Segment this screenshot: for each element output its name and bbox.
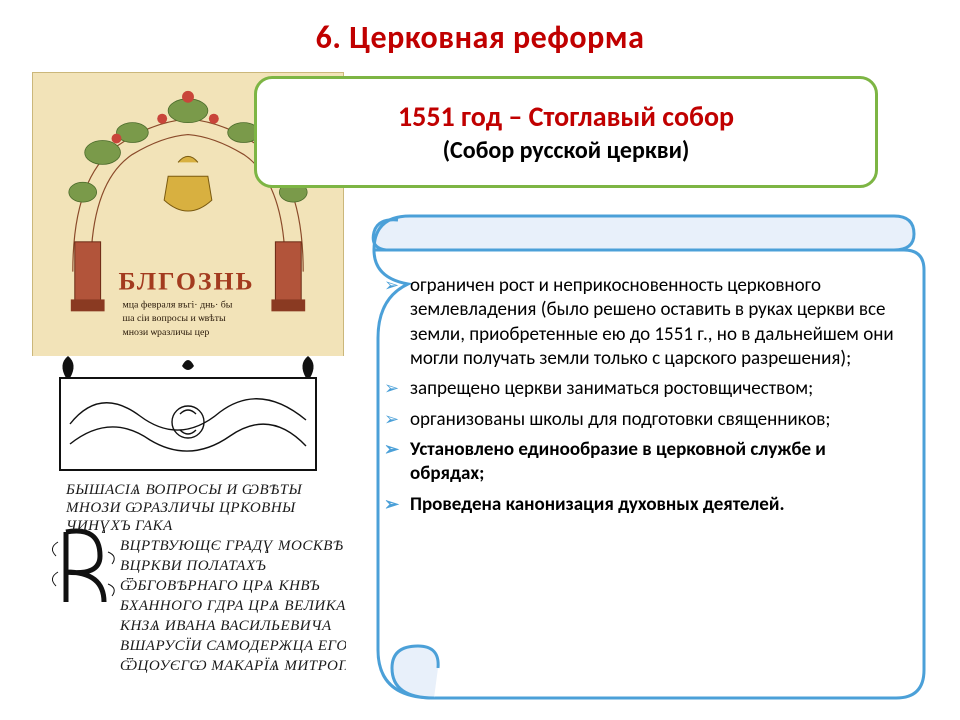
bullet-item: Проведена канонизация духовных деятелей. (384, 493, 904, 517)
svg-text:ВШАРУСЇИ САМОДЕРЖЦА ЕГО: ВШАРУСЇИ САМОДЕРЖЦА ЕГО (120, 637, 346, 654)
bullet-item: организованы школы для подготовки священ… (384, 408, 904, 432)
manuscript-image-2: БЫШАСІѦ ВОПРОСЫ И ѠВѢТЫ МНОЗИ ѠРАЗЛИЧЫ ЦР… (30, 356, 346, 700)
svg-text:ВЦРКВИ ПОЛАТАХЪ: ВЦРКВИ ПОЛАТАХЪ (120, 558, 266, 574)
svg-text:ша сіи вопросы и ѡвѣты: ша сіи вопросы и ѡвѣты (122, 313, 226, 324)
bullet-item: ограничен рост и неприкосновенность церк… (384, 274, 904, 371)
svg-text:ЧИНƔХЪ ГАКА: ЧИНƔХЪ ГАКА (66, 518, 173, 534)
callout-line2: (Собор русской церкви) (443, 136, 690, 165)
svg-text:мца февраля въгі· днь· бы: мца февраля въгі· днь· бы (122, 299, 232, 310)
svg-text:БХАННОГО ГДРА ЦРѦ ВЕЛИКА: БХАННОГО ГДРА ЦРѦ ВЕЛИКА (119, 598, 346, 614)
scroll-content: ограничен рост и неприкосновенность церк… (384, 274, 904, 523)
svg-text:ВЦРТВУЮЩЄ ГРАДƔ МОСКВѢ: ВЦРТВУЮЩЄ ГРАДƔ МОСКВѢ (120, 538, 344, 554)
slide-title: 6. Церковная реформа (0, 18, 960, 57)
woodcut-page-icon: БЫШАСІѦ ВОПРОСЫ И ѠВѢТЫ МНОЗИ ѠРАЗЛИЧЫ ЦР… (30, 356, 346, 700)
scroll-panel: ограничен рост и неприкосновенность церк… (348, 198, 930, 712)
svg-text:КНЗѦ ИВАНА ВАСИЛЬЕВИЧА: КНЗѦ ИВАНА ВАСИЛЬЕВИЧА (119, 618, 332, 634)
bullet-item: запрещено церкви заниматься ростовщичест… (384, 377, 904, 401)
svg-text:ѾЦОУЄГѠ МАКАРЇѦ МИТРОПОЛ: ѾЦОУЄГѠ МАКАРЇѦ МИТРОПОЛ (120, 657, 346, 674)
header-callout: 1551 год – Стоглавый собор (Собор русско… (254, 76, 878, 188)
callout-line1: 1551 год – Стоглавый собор (398, 99, 734, 134)
svg-text:мнози ѡразличы цер: мнози ѡразличы цер (122, 327, 209, 338)
svg-text:ѾБГОВѢРНАГО ЦРѦ КНВЪ: ѾБГОВѢРНАГО ЦРѦ КНВЪ (120, 578, 320, 594)
bullet-item: Установлено единообразие в церковной слу… (384, 438, 904, 487)
svg-text:МНОЗИ ѠРАЗЛИЧЫ ЦРКОВНЫ: МНОЗИ ѠРАЗЛИЧЫ ЦРКОВНЫ (65, 500, 296, 516)
svg-text:БЫШАСІѦ ВОПРОСЫ И ѠВѢТЫ: БЫШАСІѦ ВОПРОСЫ И ѠВѢТЫ (65, 482, 303, 498)
svg-text:БЛГОЗНЬ: БЛГОЗНЬ (118, 266, 254, 295)
bullet-list: ограничен рост и неприкосновенность церк… (384, 274, 904, 517)
